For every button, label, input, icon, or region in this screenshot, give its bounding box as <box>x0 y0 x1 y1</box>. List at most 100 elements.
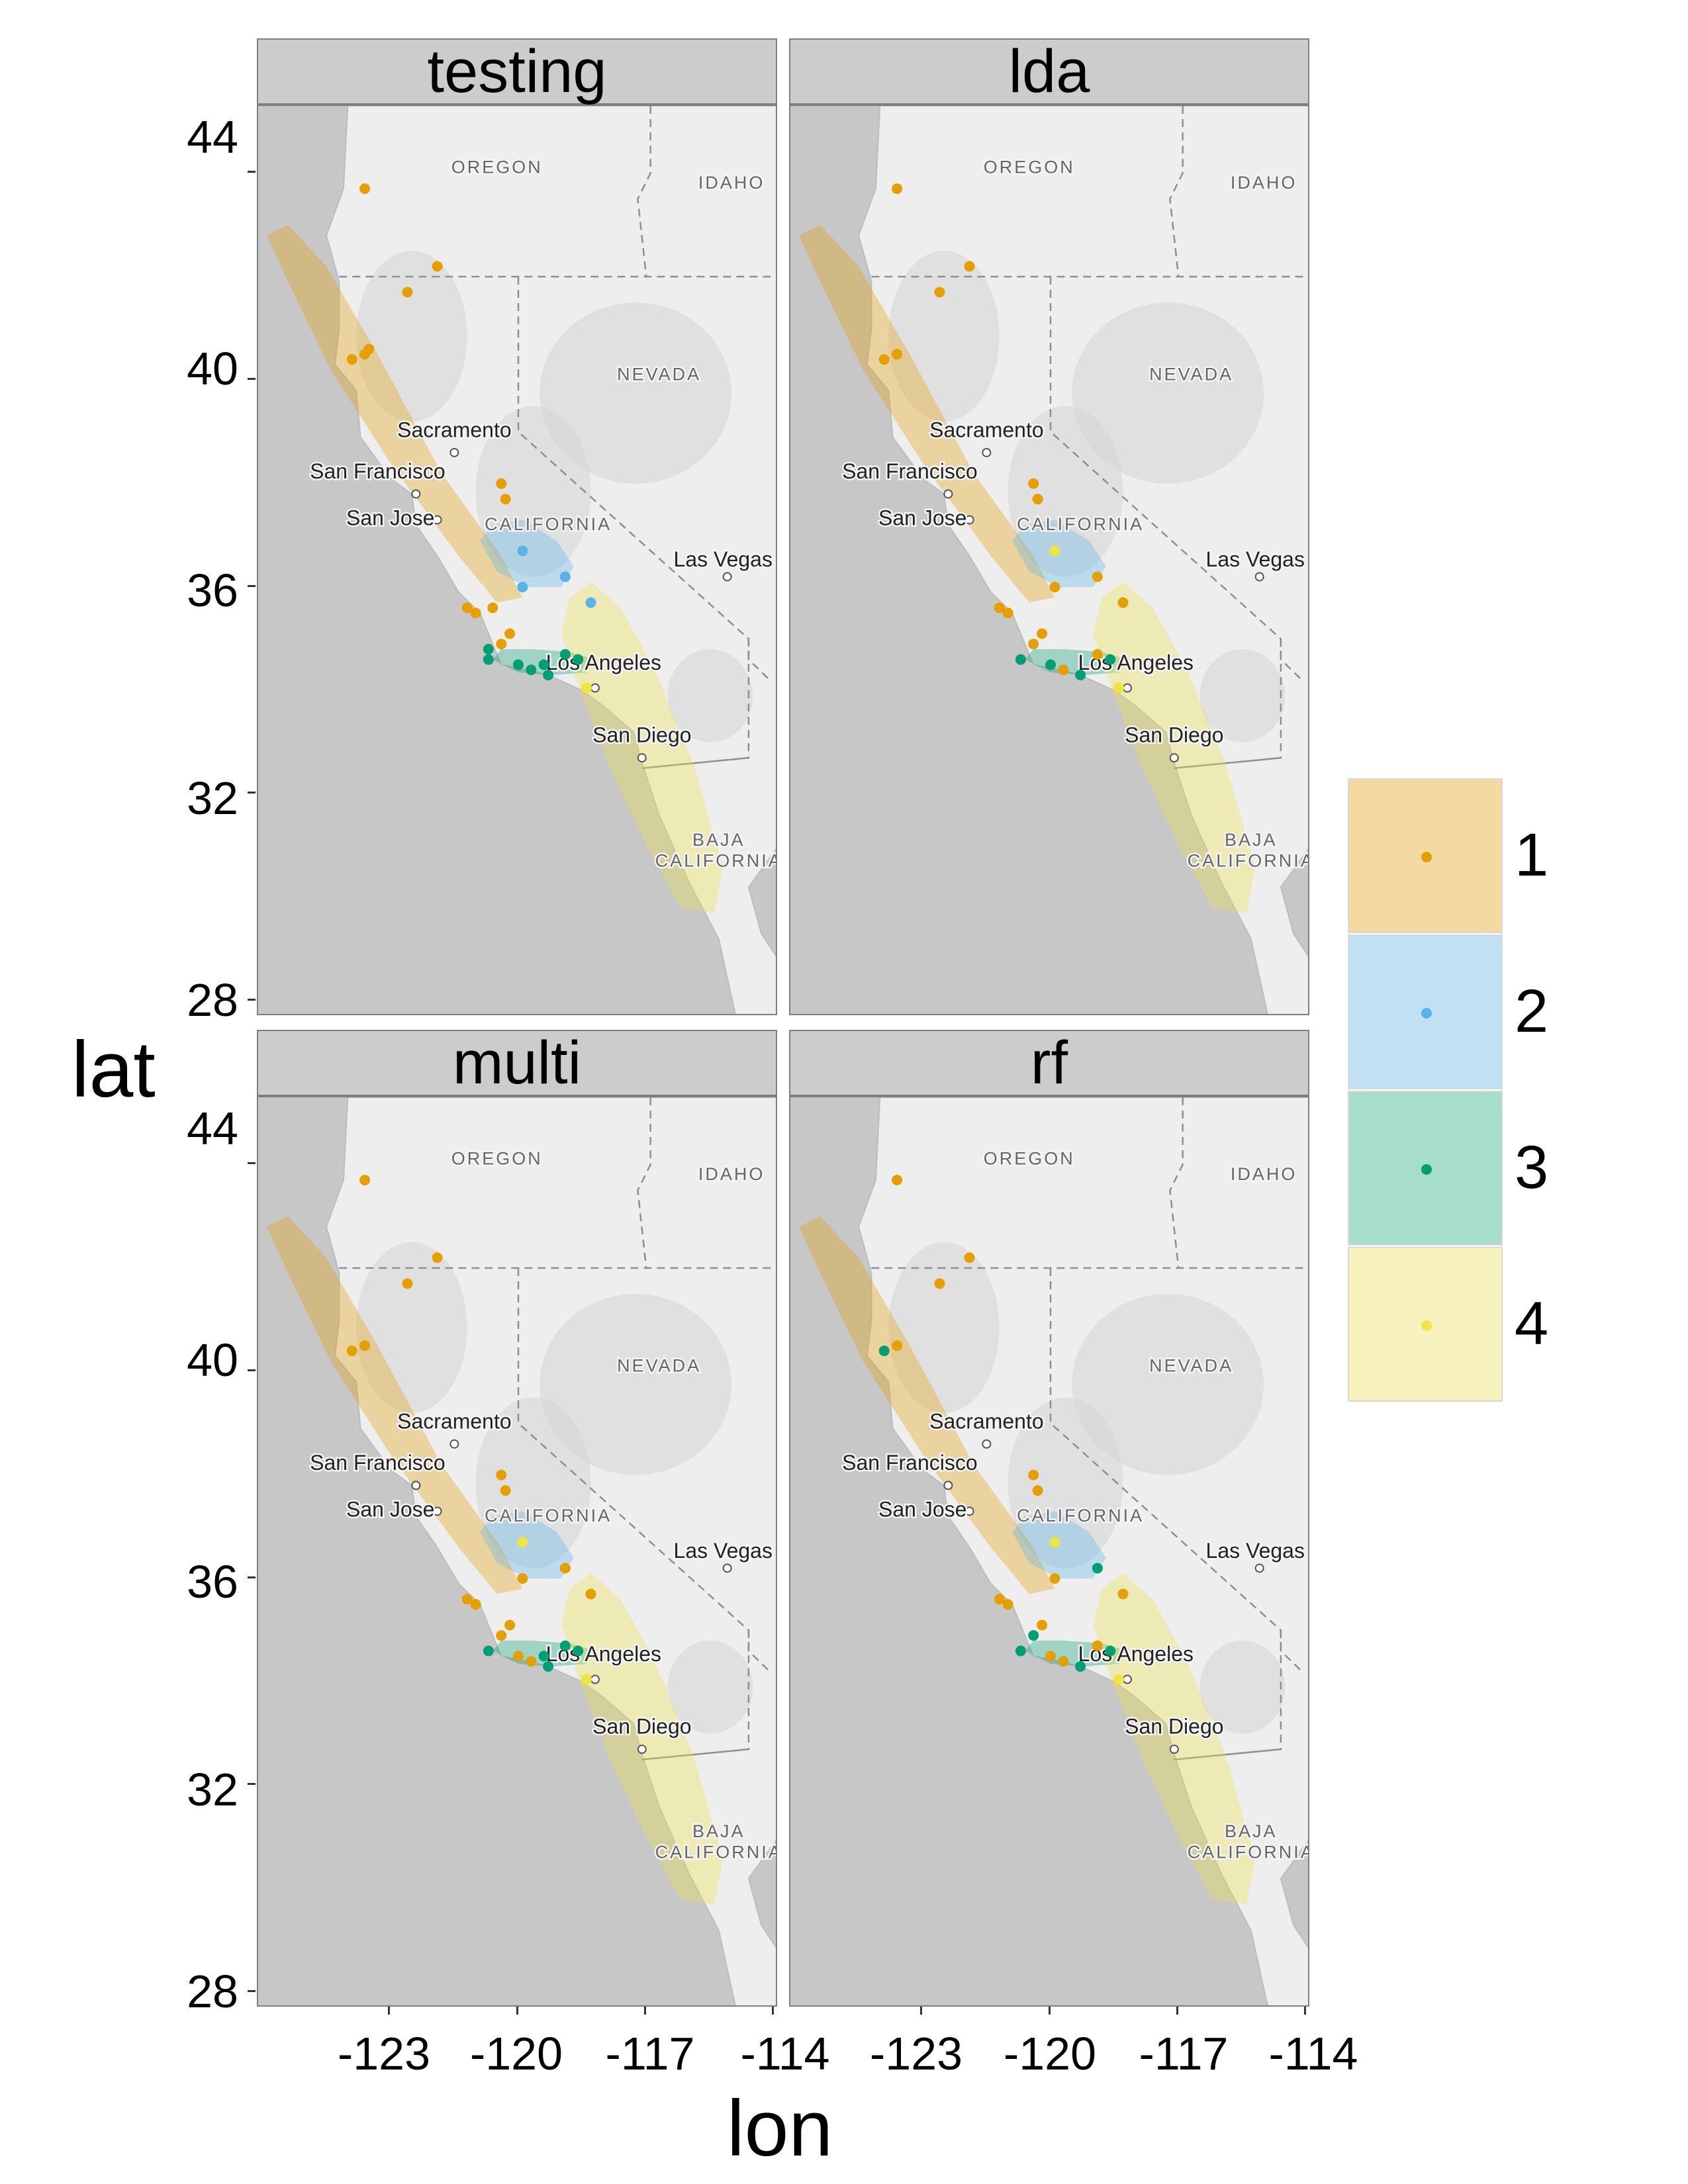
map-label-idaho: IDAHO <box>1231 173 1297 193</box>
data-point-class-1 <box>470 608 481 619</box>
data-point-class-1 <box>402 287 413 298</box>
state-border <box>1174 756 1282 769</box>
city-marker <box>1122 1674 1132 1684</box>
data-point-class-3 <box>1105 654 1116 665</box>
map-label-baja: BAJA <box>692 1821 745 1841</box>
map-label-los-angeles: Los Angeles <box>546 651 661 674</box>
data-point-class-1 <box>1092 1640 1103 1651</box>
data-point-class-1 <box>878 354 890 365</box>
city-marker <box>590 683 600 693</box>
class-1-ellipse <box>266 1216 523 1594</box>
terrain-shading <box>356 250 467 422</box>
data-point-class-1 <box>500 1485 511 1496</box>
y-tick-mark <box>248 792 256 794</box>
y-tick-mark <box>248 1990 256 1993</box>
city-marker <box>1122 683 1132 693</box>
data-point-class-1 <box>470 1599 481 1610</box>
y-tick-label: 32 <box>187 1764 238 1815</box>
data-point-class-1 <box>964 261 975 272</box>
legend-dot <box>1421 1164 1432 1175</box>
x-tick-mark <box>388 2007 391 2015</box>
y-tick-label: 28 <box>187 1966 238 2017</box>
data-point-class-1 <box>1058 1656 1069 1667</box>
data-point-class-3 <box>513 659 524 670</box>
facet-strip-title: rf <box>789 1030 1309 1096</box>
map-label-oregon: OREGON <box>984 158 1075 177</box>
map-label-oregon: OREGON <box>451 1149 543 1169</box>
state-border <box>1169 1097 1184 1269</box>
map-label-san-jose: San Jose <box>346 1497 434 1521</box>
data-point-class-1 <box>934 287 945 298</box>
terrain-shading <box>1072 302 1264 484</box>
x-tick-label: -117 <box>1139 2028 1229 2079</box>
y-tick-label: 36 <box>187 1556 238 1608</box>
y-tick-mark <box>248 999 256 1001</box>
data-point-class-2 <box>517 545 528 557</box>
data-point-class-3 <box>483 1645 494 1657</box>
data-point-class-1 <box>513 1651 524 1662</box>
y-tick-mark <box>248 377 256 380</box>
city-marker <box>943 489 953 499</box>
class-4-ellipse <box>561 582 724 913</box>
map-label-nevada: NEVADA <box>1149 1355 1233 1375</box>
data-point-class-1 <box>461 602 473 614</box>
facet-panel-multi: multi OREGON IDAHO NEVADA CALIFORNIA BAJA CAL… <box>257 1030 777 2007</box>
data-point-class-4 <box>581 1674 592 1685</box>
state-border <box>641 756 749 769</box>
map-label-las-vegas: Las Vegas <box>674 547 773 571</box>
state-border <box>1280 639 1303 681</box>
data-point-class-3 <box>538 1651 549 1662</box>
legend-label: 3 <box>1515 1134 1549 1201</box>
city-marker <box>432 515 442 525</box>
x-tick-mark <box>920 2007 923 2015</box>
data-point-class-4 <box>517 1537 528 1548</box>
map-label-las-vegas: Las Vegas <box>1206 1539 1305 1563</box>
legend-key-4 <box>1348 1247 1503 1402</box>
data-point-class-1 <box>496 1630 507 1641</box>
city-marker <box>964 1506 974 1516</box>
y-axis-title: lat <box>71 1025 156 1114</box>
y-tick-mark <box>248 1369 256 1371</box>
data-point-class-1 <box>1037 628 1048 639</box>
map-label-california: CALIFORNIA <box>1017 1506 1144 1525</box>
terrain-shading <box>356 1242 467 1413</box>
data-point-class-1 <box>504 628 516 639</box>
data-point-class-1 <box>1117 597 1129 608</box>
city-marker <box>943 1480 953 1490</box>
data-point-class-3 <box>526 664 537 676</box>
data-point-class-1 <box>496 639 507 650</box>
data-point-class-4 <box>1049 1537 1060 1548</box>
data-point-class-4 <box>581 682 592 694</box>
y-tick-mark <box>248 171 256 173</box>
data-point-class-1 <box>346 354 357 365</box>
map-label-nevada: NEVADA <box>617 1355 701 1375</box>
data-point-class-3 <box>543 670 554 680</box>
data-point-class-1 <box>892 349 903 360</box>
y-tick-label: 28 <box>187 974 238 1026</box>
x-tick-mark <box>516 2007 518 2015</box>
data-point-class-1 <box>487 602 498 614</box>
map-label-sacramento: Sacramento <box>929 418 1044 441</box>
map-label-san-jose: San Jose <box>878 1497 966 1521</box>
data-point-class-1 <box>559 1563 571 1574</box>
data-point-class-2 <box>517 582 528 593</box>
data-point-class-3 <box>878 1345 890 1357</box>
x-tick-label: -114 <box>740 2028 830 2079</box>
map-label-san-diego: San Diego <box>1125 1715 1223 1739</box>
y-tick-label: 40 <box>187 343 238 394</box>
x-tick-mark <box>1304 2007 1307 2015</box>
data-point-class-3 <box>559 649 571 660</box>
data-point-class-1 <box>432 261 443 272</box>
city-marker <box>1254 572 1264 582</box>
data-point-class-1 <box>585 1588 596 1600</box>
data-point-class-3 <box>483 643 494 655</box>
map-plot-area: OREGON IDAHO NEVADA CALIFORNIA BAJA CALIFORNI… <box>789 105 1309 1015</box>
city-marker <box>637 753 647 763</box>
data-point-class-1 <box>1032 494 1043 505</box>
city-marker <box>964 515 974 525</box>
map-label-idaho: IDAHO <box>698 1164 765 1184</box>
data-point-class-1 <box>1045 1651 1056 1662</box>
map-label-san-diego: San Diego <box>592 1715 691 1739</box>
city-marker <box>1254 1563 1264 1573</box>
class-4-ellipse <box>1093 1573 1256 1905</box>
